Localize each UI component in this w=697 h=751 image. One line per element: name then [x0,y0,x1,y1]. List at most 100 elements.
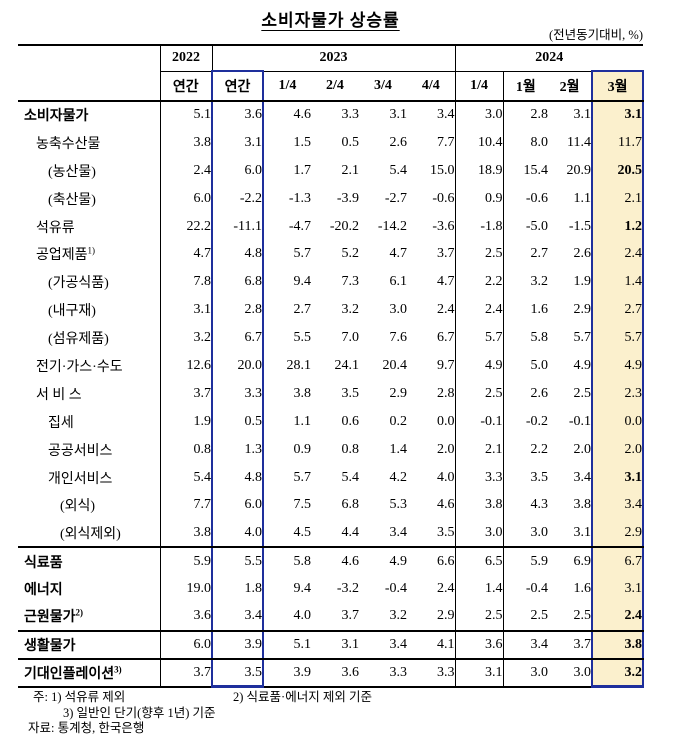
value-cell: 0.5 [211,407,264,436]
value-cell: 10.4 [454,128,504,157]
value-cell: 5.1 [193,107,212,123]
period-header-2: 연간 [211,70,264,102]
value-cell: 2.4 [437,581,455,597]
value-cell: 4.7 [193,246,212,262]
value-cell: 3.6 [160,603,212,632]
value-cell: 6.9 [573,553,592,569]
table-row: (외식) 7.7 6.0 7.5 6.8 5.3 4.6 3.8 4.3 3.8 3.4 [18,491,645,520]
value-cell: 7.6 [389,330,408,346]
value-cell: 6.0 [211,491,264,520]
value-cell: 3.9 [263,658,311,688]
row-label: 공업제품1) [18,240,161,269]
value-cell: 6.8 [341,497,360,513]
value-cell: 4.8 [211,463,264,492]
value-cell: 28.1 [286,357,312,373]
value-cell: 2.2 [454,268,504,297]
value-cell: -1.3 [288,190,311,206]
value-cell: 6.7 [591,547,645,576]
period-header-9: 2월 [548,71,593,102]
value-cell: 2.1 [591,184,645,213]
value-cell: 7.8 [193,274,212,290]
value-cell: 1.4 [389,441,408,457]
value-cell: 22.2 [186,218,212,234]
value-cell: -3.9 [336,190,359,206]
row-label: 식료품 [18,547,161,576]
value-cell: 4.6 [293,107,312,123]
value-cell: 1.9 [573,274,592,290]
table-row: (농산물) 2.4 6.0 1.7 2.1 5.4 15.0 18.9 15.4 20.9 20.5 [18,156,645,185]
value-cell: 12.6 [186,357,212,373]
value-cell: 3.7 [193,385,212,401]
value-cell: 7.0 [341,330,360,346]
value-cell: 3.4 [591,491,645,520]
value-cell: 3.1 [548,519,593,549]
value-cell: 2.1 [341,162,360,178]
value-cell: 6.5 [454,547,504,576]
value-cell: 5.4 [389,162,408,178]
value-cell: -2.7 [384,190,407,206]
value-cell: -3.2 [336,581,359,597]
value-cell: 3.8 [573,497,592,513]
value-cell: 2.5 [454,603,504,632]
value-cell: 3.1 [211,128,264,157]
value-cell: 2.8 [502,101,549,129]
value-cell: 8.0 [502,128,549,157]
footnote-marker: 1) [87,245,96,256]
value-cell: 6.0 [160,630,212,660]
value-cell: 0.8 [193,441,212,457]
value-cell: 3.9 [211,630,264,660]
value-cell: 15.4 [502,156,549,185]
value-cell: -20.2 [329,218,359,234]
value-cell: 4.2 [389,469,408,485]
value-cell: 4.7 [389,246,408,262]
value-cell: 2.5 [548,603,593,632]
value-cell: -0.4 [502,575,549,604]
value-cell: 2.5 [454,379,504,408]
value-cell: 1.3 [211,435,264,464]
value-cell: 0.6 [341,413,360,429]
value-cell: 3.5 [502,463,549,492]
year-header-2022: 2022 [160,44,213,72]
row-label: 근원물가2) [18,603,161,632]
value-cell: 2.5 [454,240,504,269]
value-cell: 3.0 [502,658,549,688]
table-row: (내구재) 3.1 2.8 2.7 3.2 3.0 2.4 2.4 1.6 2.9 2.7 [18,296,645,325]
value-cell: 7.5 [293,497,312,513]
value-cell: -0.1 [568,413,592,429]
value-cell: 3.0 [548,658,593,688]
value-cell: 2.2 [502,435,549,464]
value-cell: 0.9 [454,184,504,213]
value-cell: 3.4 [502,630,549,660]
value-cell: 1.7 [293,162,312,178]
value-cell: 3.0 [454,101,504,129]
value-cell: 6.8 [211,268,264,297]
value-cell: 1.6 [573,581,592,597]
value-cell: 3.0 [389,302,408,318]
value-cell: 3.3 [341,107,360,123]
row-label: 농축수산물 [18,128,161,157]
value-cell: 3.2 [341,302,360,318]
value-cell: 2.4 [437,302,455,318]
table-row: 식료품 5.9 5.5 5.8 4.6 4.9 6.6 6.5 5.9 6.9 6.7 [18,547,645,576]
row-label: (외식제외) [18,519,161,549]
value-cell: 2.1 [454,435,504,464]
value-cell: 3.4 [573,469,592,485]
value-cell: 2.0 [437,441,455,457]
value-cell: 5.4 [341,469,360,485]
value-cell: 4.7 [437,274,455,290]
value-cell: 2.6 [502,379,549,408]
value-cell: 1.1 [293,413,312,429]
table-row: 생활물가 6.0 3.9 5.1 3.1 3.4 4.1 3.6 3.4 3.7 3.8 [18,630,645,660]
value-cell: 5.7 [293,469,312,485]
cpi-table: 2022 2023 2024 연간 연간 1/4 2/4 3/4 4/4 1/4 1월 2월 3월… [18,44,645,689]
value-cell: 0.9 [293,441,312,457]
value-cell: 20.0 [211,352,264,380]
value-cell: 3.3 [407,658,456,688]
value-cell: 4.0 [263,603,311,632]
value-cell: 1.9 [193,413,212,429]
value-cell: 5.4 [193,469,212,485]
value-cell: 3.1 [389,107,408,123]
year-header-row: 2022 2023 2024 [18,44,644,102]
value-cell: 3.4 [359,630,407,660]
row-label: (농산물) [18,156,161,185]
